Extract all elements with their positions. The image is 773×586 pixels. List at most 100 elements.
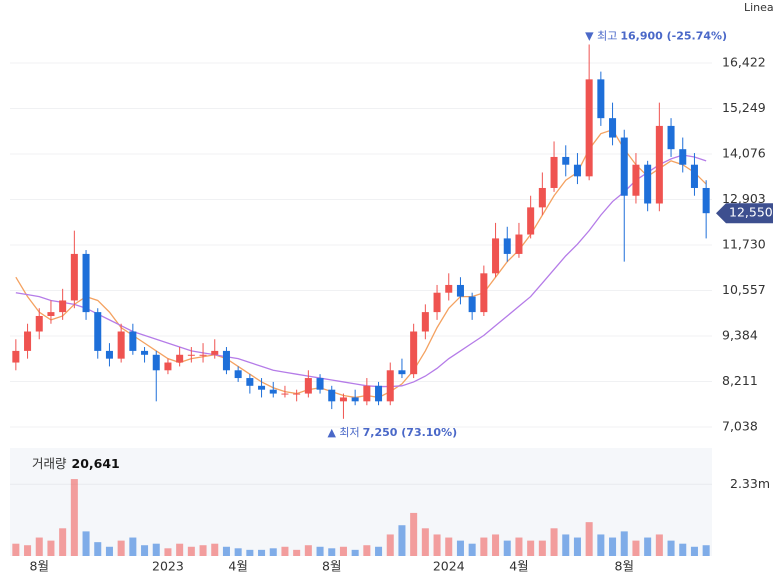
volume-bar: [620, 531, 628, 556]
volume-bar: [187, 546, 195, 556]
volume-bar: [293, 549, 301, 556]
x-tick-label: 4월: [228, 559, 247, 574]
last-price-label: 12,550: [729, 205, 773, 220]
candle-body: [129, 331, 137, 351]
candle-body: [246, 378, 254, 386]
candle-body: [421, 312, 429, 332]
candle-body: [82, 253, 90, 313]
volume-bar: [35, 537, 43, 556]
candle-body: [538, 187, 546, 208]
candle-body: [141, 350, 149, 355]
candle-body: [644, 164, 652, 204]
volume-pane: [10, 448, 712, 556]
volume-bar: [82, 531, 90, 556]
candle-body: [375, 385, 383, 402]
candle-body: [351, 397, 359, 402]
volume-bar: [597, 534, 605, 556]
volume-bar: [679, 543, 687, 556]
volume-bar: [480, 537, 488, 556]
candle-body: [24, 331, 32, 351]
volume-bar: [468, 543, 476, 556]
candle-body: [281, 393, 289, 395]
candle-body: [456, 284, 464, 297]
candle-body: [12, 350, 20, 363]
volume-bar: [316, 546, 324, 556]
volume-bar: [94, 542, 102, 556]
candle-body: [562, 156, 570, 165]
volume-bar: [281, 546, 289, 556]
high-marker-text: ▼ 최고: [585, 29, 617, 42]
volume-bar: [211, 543, 219, 556]
candle-body: [527, 207, 535, 235]
volume-bar: [456, 540, 464, 556]
volume-bar: [702, 545, 710, 556]
candle-body: [339, 397, 347, 402]
volume-bar: [328, 548, 336, 556]
volume-bar: [164, 548, 172, 556]
volume-bar: [246, 549, 254, 556]
candle-body: [222, 350, 230, 371]
volume-bar: [573, 537, 581, 556]
candle-body: [515, 234, 523, 254]
candle-body: [164, 362, 172, 371]
volume-title-text: 거래량: [32, 456, 67, 471]
volume-bar: [141, 545, 149, 556]
volume-bar: [538, 540, 546, 556]
candle-body: [293, 393, 301, 395]
x-tick-label: 4월: [509, 559, 528, 574]
volume-bar: [117, 540, 125, 556]
candle-body: [35, 315, 43, 332]
volume-bar: [351, 549, 359, 556]
candle-body: [597, 79, 605, 119]
candle-body: [47, 312, 55, 316]
volume-bar: [644, 537, 652, 556]
candle-body: [176, 354, 184, 363]
candle-body: [480, 273, 488, 313]
candle-body: [702, 187, 710, 214]
scale-mode[interactable]: Linea: [744, 1, 773, 14]
candle-body: [468, 296, 476, 313]
moving-average: [15, 154, 707, 388]
volume-bar: [304, 545, 312, 556]
volume-bar: [492, 534, 500, 556]
candle-body: [667, 125, 675, 150]
volume-bar: [562, 534, 570, 556]
volume-bar: [632, 540, 640, 556]
candle-body: [585, 79, 593, 177]
volume-last: 20,641: [72, 456, 120, 471]
volume-bar: [527, 540, 535, 556]
volume-bar: [375, 546, 383, 556]
volume-bar: [199, 545, 207, 556]
candle-body: [59, 300, 67, 313]
candle-body: [258, 385, 266, 390]
v-tick-label: 2.33m: [730, 476, 770, 491]
candle-body: [609, 118, 617, 138]
volume-bar: [515, 537, 523, 556]
volume-title: 거래량 20,641: [32, 456, 120, 471]
candle-body: [304, 378, 312, 394]
volume-bar: [269, 548, 277, 556]
volume-bar: [667, 540, 675, 556]
volume-bar: [445, 537, 453, 556]
candle-body: [445, 284, 453, 293]
last-price-tag: [716, 203, 773, 224]
candle-body: [94, 312, 102, 351]
candle-body: [152, 354, 160, 371]
volume-bar: [258, 549, 266, 556]
candle-body: [503, 238, 511, 254]
x-tick-label: 8월: [30, 559, 49, 574]
candle-body: [316, 378, 324, 390]
volume-bar: [129, 537, 137, 556]
volume-bar: [410, 512, 418, 556]
volume-bar: [503, 540, 511, 556]
candle-body: [328, 389, 336, 402]
candle-body: [398, 370, 406, 375]
candle-body: [117, 331, 125, 359]
volume-bar: [234, 548, 242, 556]
low-marker: ▲ 최저 7,250 (73.10%): [327, 426, 457, 439]
candle-body: [573, 164, 581, 177]
y-tick-label: 9,384: [722, 328, 758, 343]
x-tick-label: 2023: [152, 559, 184, 574]
volume-bar: [70, 479, 78, 556]
candle-body: [410, 331, 418, 375]
